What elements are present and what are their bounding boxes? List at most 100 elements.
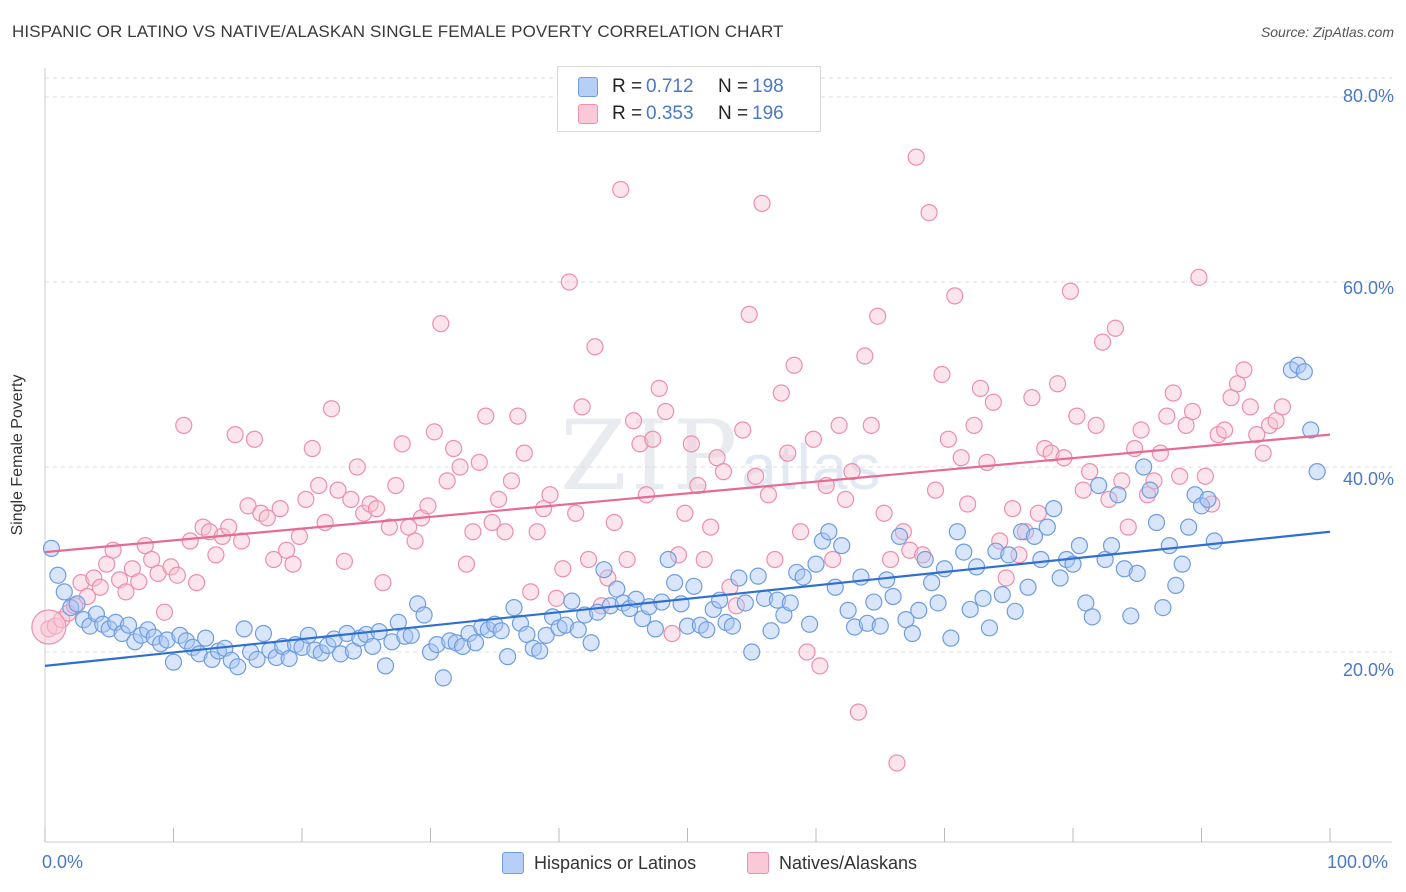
native-alaskan-point — [445, 439, 463, 458]
native-alaskan-point — [155, 603, 174, 621]
legend-label: Natives/Alaskans — [779, 852, 918, 873]
native-alaskan-point — [836, 490, 855, 508]
native-alaskan-point — [143, 550, 161, 569]
native-alaskan-point — [907, 148, 925, 166]
native-alaskan-point — [1158, 407, 1176, 425]
hispanic-latino-point — [646, 620, 664, 638]
native-alaskan-point — [72, 574, 90, 592]
native-alaskan-point — [669, 546, 688, 564]
native-alaskan-point — [425, 423, 443, 441]
native-alaskan-point — [1273, 398, 1292, 416]
hispanic-latino-point — [563, 592, 581, 610]
chart-title: HISPANIC OR LATINO VS NATIVE/ALASKAN SIN… — [12, 22, 784, 41]
native-alaskan-point — [997, 569, 1015, 587]
hispanic-latino-point — [858, 614, 877, 632]
hispanic-latino-point — [1083, 608, 1101, 626]
legend-swatch-pink — [747, 852, 769, 874]
native-alaskan-point — [991, 532, 1009, 550]
native-alaskan-point — [406, 532, 424, 550]
native-alaskan-point — [335, 552, 354, 570]
native-alaskan-point — [702, 518, 720, 536]
native-alaskan-point — [220, 518, 238, 536]
native-alaskan-point — [1190, 268, 1208, 286]
hispanic-latino-point — [331, 645, 350, 663]
hispanic-latino-point — [1064, 555, 1082, 573]
native-alaskan-point — [1241, 398, 1259, 416]
native-alaskan-point — [284, 555, 302, 573]
native-alaskan-point — [567, 504, 585, 522]
native-alaskan-point — [747, 467, 765, 485]
hispanic-latino-point — [884, 587, 902, 606]
hispanic-latino-point — [499, 648, 517, 666]
source-credit: Source: ZipAtlas.com — [1260, 24, 1394, 40]
native-alaskan-point — [901, 541, 919, 559]
hispanic-latino-point — [1012, 523, 1031, 541]
native-alaskan-point — [881, 550, 900, 569]
native-alaskan-point — [303, 439, 321, 458]
native-alaskan-point — [1004, 500, 1022, 518]
hispanic-latino-point — [1000, 546, 1018, 564]
hispanic-latino-point — [871, 617, 889, 635]
native-alaskan-point — [534, 500, 553, 518]
native-alaskan-point — [277, 541, 296, 559]
natives-alaskans-points — [31, 148, 1292, 772]
native-alaskan-point — [618, 550, 636, 569]
hispanic-latino-point — [492, 622, 510, 640]
native-alaskan-point — [233, 532, 251, 550]
native-alaskan-point — [1119, 518, 1137, 536]
hispanic-latino-point — [197, 629, 215, 647]
native-alaskan-point — [657, 402, 675, 421]
native-alaskan-point — [830, 416, 848, 434]
legend-item-hispanics[interactable]: Hispanics or Latinos — [502, 852, 696, 874]
native-alaskan-point — [1267, 412, 1285, 430]
native-alaskan-point — [1216, 421, 1234, 439]
hispanic-latino-point — [762, 622, 780, 640]
legend-swatch-blue — [578, 77, 598, 97]
native-alaskan-point — [682, 435, 700, 453]
native-alaskan-point — [586, 338, 604, 356]
hispanic-latino-point — [569, 621, 587, 639]
native-alaskan-point — [624, 412, 643, 430]
hispanic-latino-point — [698, 621, 716, 639]
native-alaskan-point — [181, 532, 199, 550]
native-alaskan-point — [355, 504, 373, 522]
r-label: R = — [612, 103, 643, 124]
hispanic-latino-point — [1180, 518, 1198, 536]
legend-swatch-pink — [578, 104, 598, 124]
native-alaskan-point — [554, 560, 572, 578]
hispanic-latino-point — [736, 594, 754, 612]
native-alaskan-point — [387, 476, 405, 495]
n-value: 196 — [752, 103, 784, 124]
native-alaskan-point — [605, 513, 623, 532]
hispanic-latino-point — [1122, 607, 1140, 625]
hispanic-latino-point — [428, 635, 446, 654]
hispanic-latino-point — [556, 616, 575, 634]
native-alaskan-point — [1100, 490, 1118, 508]
native-alaskan-point — [1029, 504, 1047, 522]
native-alaskan-point — [843, 463, 861, 481]
native-alaskan-point — [451, 458, 469, 476]
native-alaskan-point — [920, 204, 938, 222]
hispanic-latino-point — [235, 620, 253, 638]
n-label: N = — [718, 76, 749, 97]
watermark: ZIPatlas — [560, 400, 881, 512]
hispanic-latino-point — [993, 586, 1011, 604]
hispanic-latino-point — [923, 574, 941, 592]
native-alaskan-point — [824, 550, 842, 569]
hispanic-latino-point — [968, 558, 986, 576]
legend-item-natives[interactable]: Natives/Alaskans — [747, 852, 917, 874]
native-alaskan-point — [759, 486, 778, 504]
native-alaskan-point — [297, 490, 315, 508]
native-alaskan-point — [1132, 421, 1150, 439]
hispanic-latino-point — [800, 615, 819, 633]
native-alaskan-point — [804, 430, 823, 448]
hispanic-latino-point — [254, 624, 273, 643]
native-alaskan-point — [271, 500, 289, 518]
native-alaskan-point — [168, 566, 186, 584]
hispanic-latino-point — [299, 626, 318, 644]
native-alaskan-point — [1171, 467, 1189, 485]
native-alaskan-point — [31, 609, 67, 645]
trend-lines — [44, 433, 1331, 667]
native-alaskan-point — [888, 754, 906, 772]
hispanic-latino-point — [415, 606, 433, 624]
